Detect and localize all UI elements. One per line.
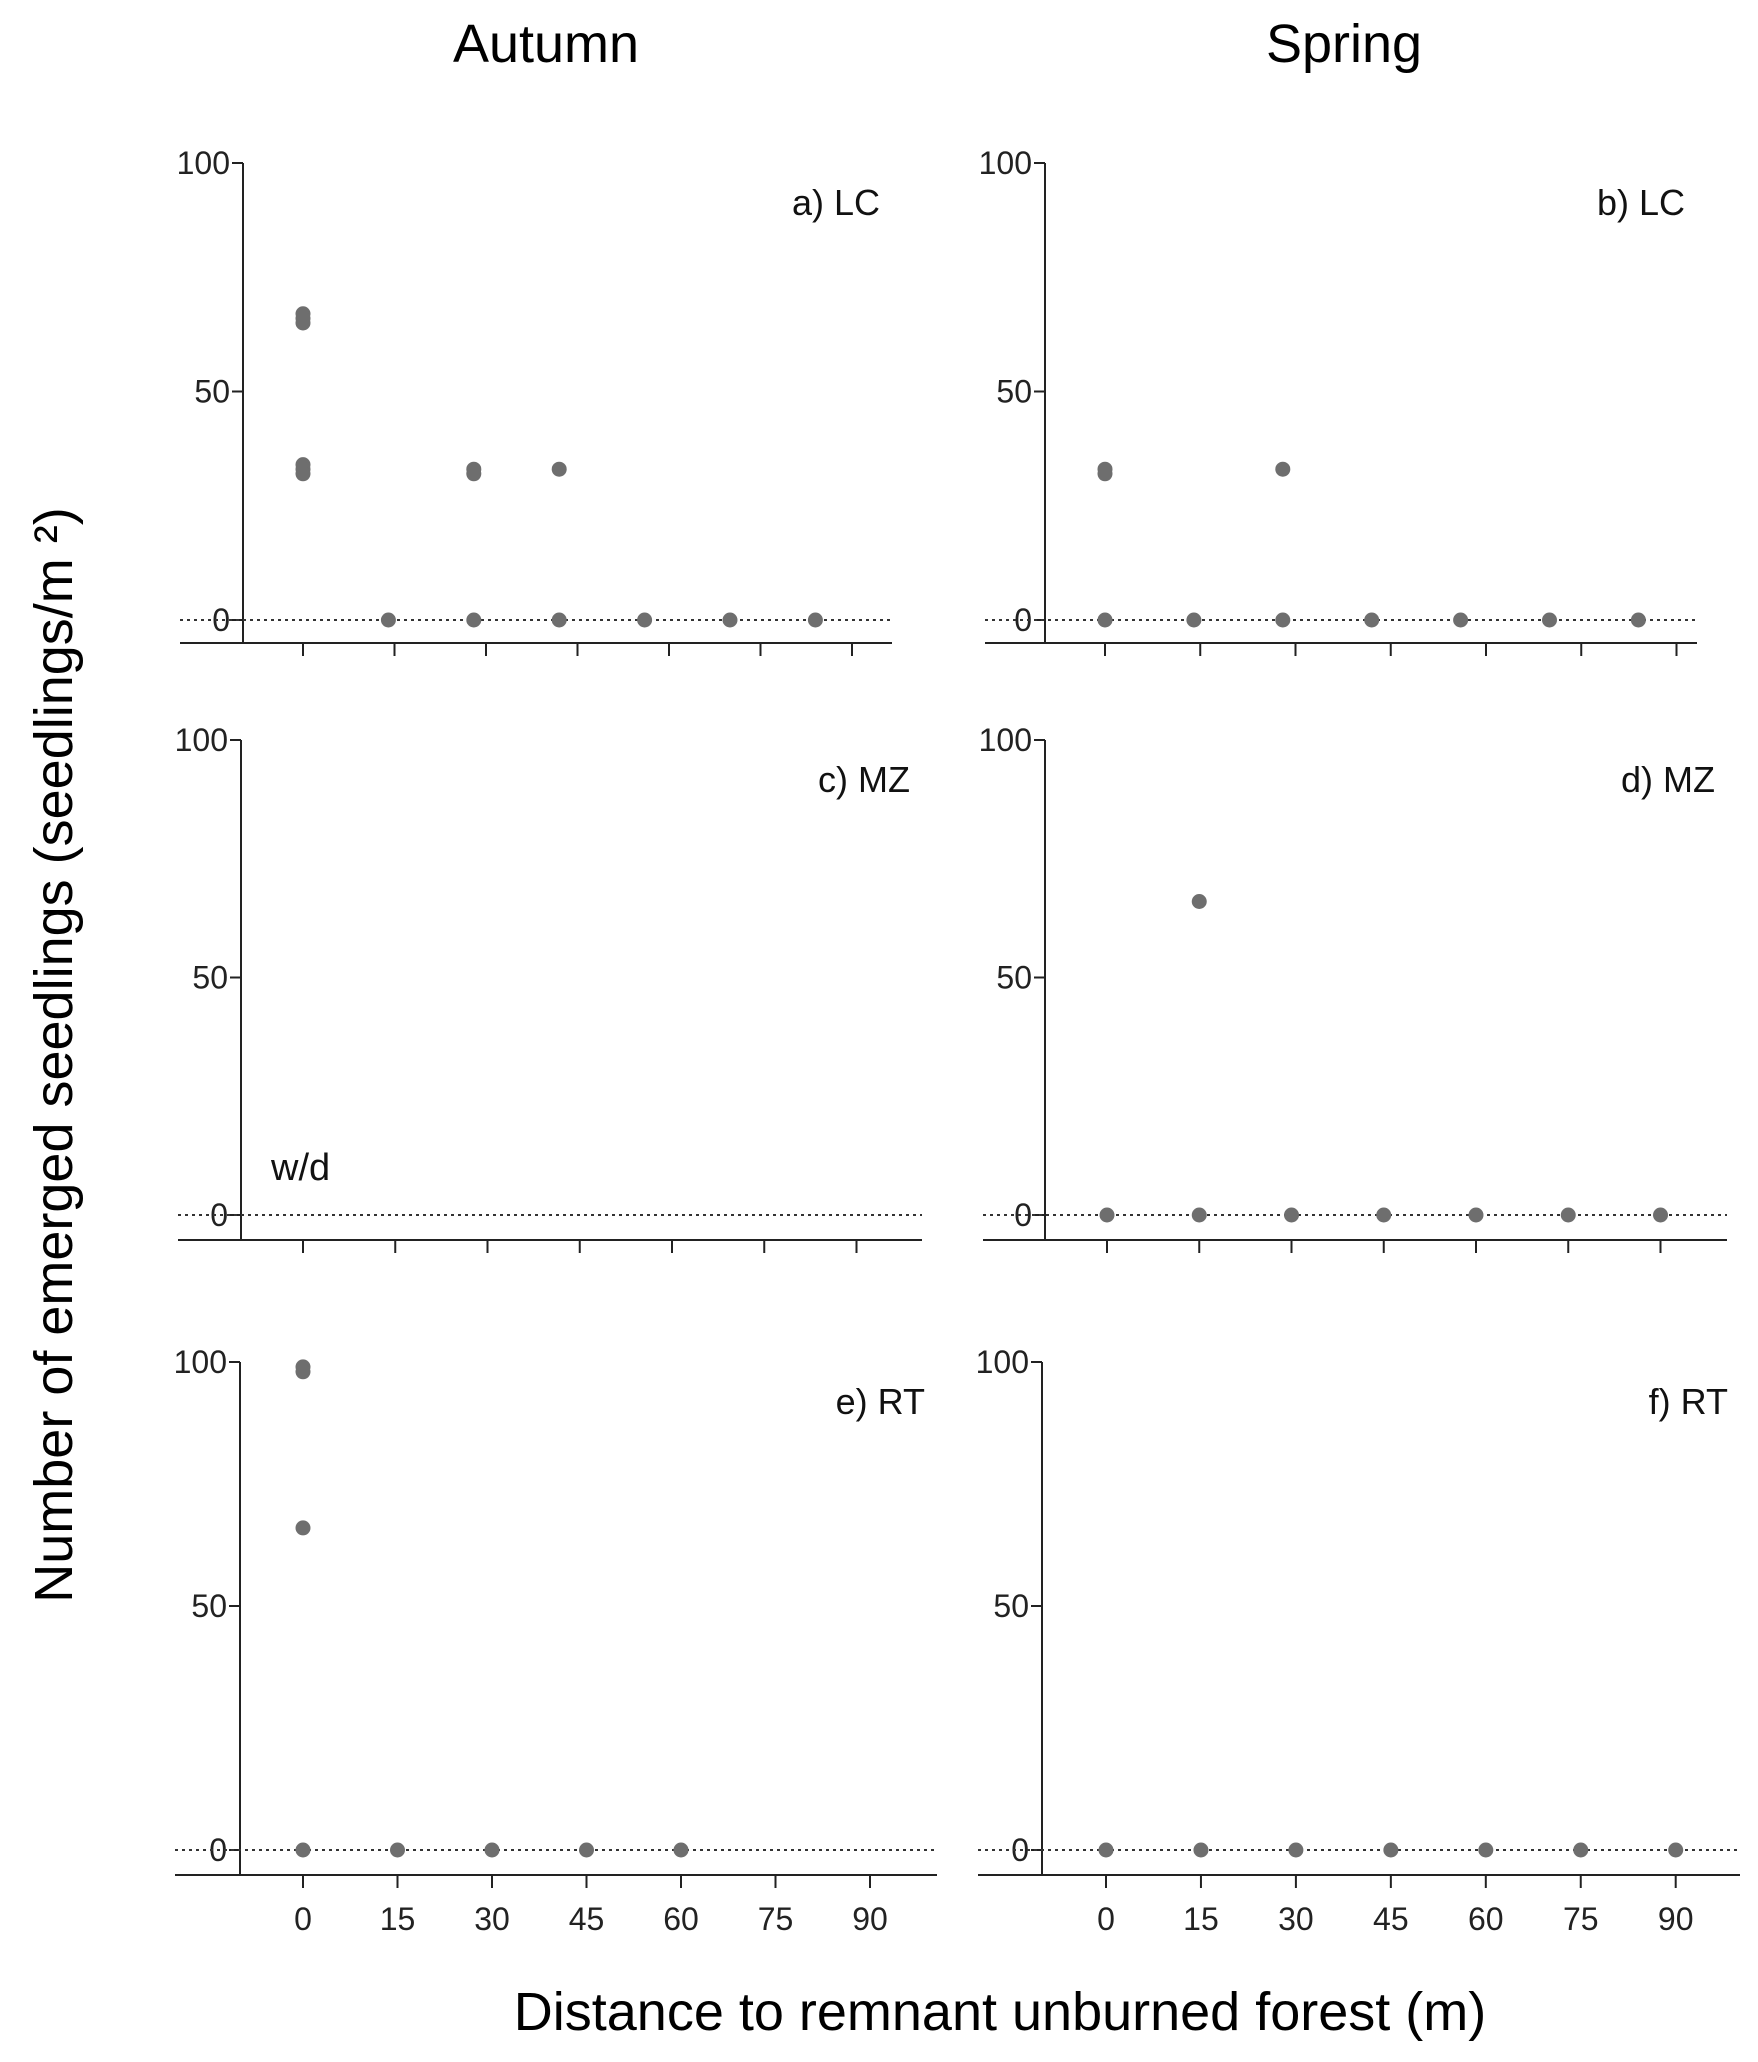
x-tick-label: 0 bbox=[294, 1901, 312, 1937]
y-axis-title: Number of emerged seedlings (seedlings/m… bbox=[24, 507, 84, 1602]
x-tick-label: 45 bbox=[569, 1901, 605, 1937]
data-point bbox=[295, 1520, 311, 1536]
panel-grid: 0 50 100 a) LC 0 50 100 b) LC 0 50 100 c) MZ w/d 0 50 1… bbox=[174, 145, 1740, 1937]
x-tick-label: 75 bbox=[758, 1901, 794, 1937]
y-tick-label: 100 bbox=[976, 1344, 1029, 1380]
data-point bbox=[1668, 1842, 1684, 1858]
panel-4: 0 50 100 d) MZ bbox=[979, 722, 1727, 1253]
x-tick-label: 75 bbox=[1563, 1901, 1599, 1937]
x-tick-label: 45 bbox=[1373, 1901, 1409, 1937]
data-point bbox=[637, 612, 653, 628]
data-point bbox=[1191, 1207, 1207, 1223]
y-tick-label: 50 bbox=[191, 1588, 227, 1624]
data-point bbox=[1364, 612, 1380, 628]
panel-label: d) MZ bbox=[1621, 759, 1715, 800]
data-point bbox=[579, 1842, 594, 1858]
y-tick-label: 0 bbox=[1014, 602, 1032, 638]
data-point bbox=[390, 1842, 405, 1858]
y-tick-label: 0 bbox=[210, 1197, 228, 1233]
data-point bbox=[551, 612, 567, 628]
data-point bbox=[1284, 1207, 1299, 1223]
y-tick-label: 100 bbox=[979, 722, 1032, 758]
y-tick-label: 50 bbox=[996, 374, 1032, 410]
data-point bbox=[295, 315, 311, 331]
data-point bbox=[1376, 1207, 1392, 1223]
panel-label: c) MZ bbox=[818, 759, 910, 800]
data-point bbox=[1193, 1842, 1209, 1858]
data-point bbox=[1542, 612, 1557, 628]
data-point bbox=[1383, 1842, 1399, 1858]
y-tick-label: 0 bbox=[212, 602, 230, 638]
data-point bbox=[466, 466, 482, 482]
y-tick-label: 100 bbox=[979, 145, 1032, 181]
data-point bbox=[1573, 1842, 1589, 1858]
data-point bbox=[551, 461, 567, 477]
data-point bbox=[1186, 612, 1202, 628]
x-axis-title: Distance to remnant unburned forest (m) bbox=[514, 1982, 1486, 2042]
y-tick-label: 50 bbox=[194, 374, 230, 410]
data-point bbox=[1560, 1207, 1576, 1223]
data-point bbox=[295, 1364, 311, 1380]
y-tick-label: 100 bbox=[177, 145, 230, 181]
panel-3: 0 50 100 c) MZ w/d bbox=[175, 722, 922, 1253]
data-point bbox=[807, 612, 823, 628]
column-title-autumn: Autumn bbox=[453, 14, 639, 74]
panel-label: a) LC bbox=[792, 182, 880, 223]
data-point bbox=[466, 612, 482, 628]
y-tick-label: 50 bbox=[993, 1588, 1029, 1624]
data-point bbox=[1288, 1842, 1304, 1858]
x-tick-label: 0 bbox=[1097, 1901, 1115, 1937]
x-tick-label: 15 bbox=[1183, 1901, 1219, 1937]
x-tick-label: 30 bbox=[474, 1901, 510, 1937]
data-point bbox=[295, 1842, 311, 1858]
data-point bbox=[1097, 612, 1113, 628]
x-tick-label: 60 bbox=[663, 1901, 699, 1937]
x-tick-label: 60 bbox=[1468, 1901, 1504, 1937]
data-point bbox=[484, 1842, 500, 1858]
x-tick-label: 90 bbox=[1658, 1901, 1694, 1937]
x-tick-label: 90 bbox=[852, 1901, 888, 1937]
y-tick-label: 50 bbox=[996, 960, 1032, 996]
data-point bbox=[380, 612, 396, 628]
data-point bbox=[1478, 1842, 1494, 1858]
data-point bbox=[1275, 612, 1291, 628]
x-tick-label: 30 bbox=[1278, 1901, 1314, 1937]
x-tick-label: 15 bbox=[380, 1901, 416, 1937]
data-point bbox=[1191, 894, 1207, 909]
data-point bbox=[673, 1842, 689, 1858]
annotation-label: w/d bbox=[270, 1147, 330, 1189]
data-point bbox=[1468, 1207, 1484, 1223]
data-point bbox=[1099, 1207, 1115, 1223]
data-point bbox=[1630, 612, 1646, 628]
y-tick-label: 0 bbox=[1014, 1197, 1032, 1233]
panel-2: 0 50 100 b) LC bbox=[979, 145, 1697, 656]
data-point bbox=[295, 466, 311, 482]
panel-1: 0 50 100 a) LC bbox=[177, 145, 892, 656]
data-point bbox=[1453, 612, 1469, 628]
panel-label: b) LC bbox=[1597, 182, 1685, 223]
data-point bbox=[722, 612, 738, 628]
data-point bbox=[1275, 461, 1291, 477]
y-tick-label: 100 bbox=[175, 722, 228, 758]
panel-label: f) RT bbox=[1649, 1381, 1728, 1422]
data-point bbox=[1098, 1842, 1114, 1858]
column-title-spring: Spring bbox=[1266, 14, 1422, 74]
y-tick-label: 100 bbox=[174, 1344, 227, 1380]
data-point bbox=[1653, 1207, 1668, 1223]
data-point bbox=[1097, 466, 1113, 482]
y-tick-label: 50 bbox=[192, 960, 228, 996]
panel-label: e) RT bbox=[836, 1381, 925, 1422]
